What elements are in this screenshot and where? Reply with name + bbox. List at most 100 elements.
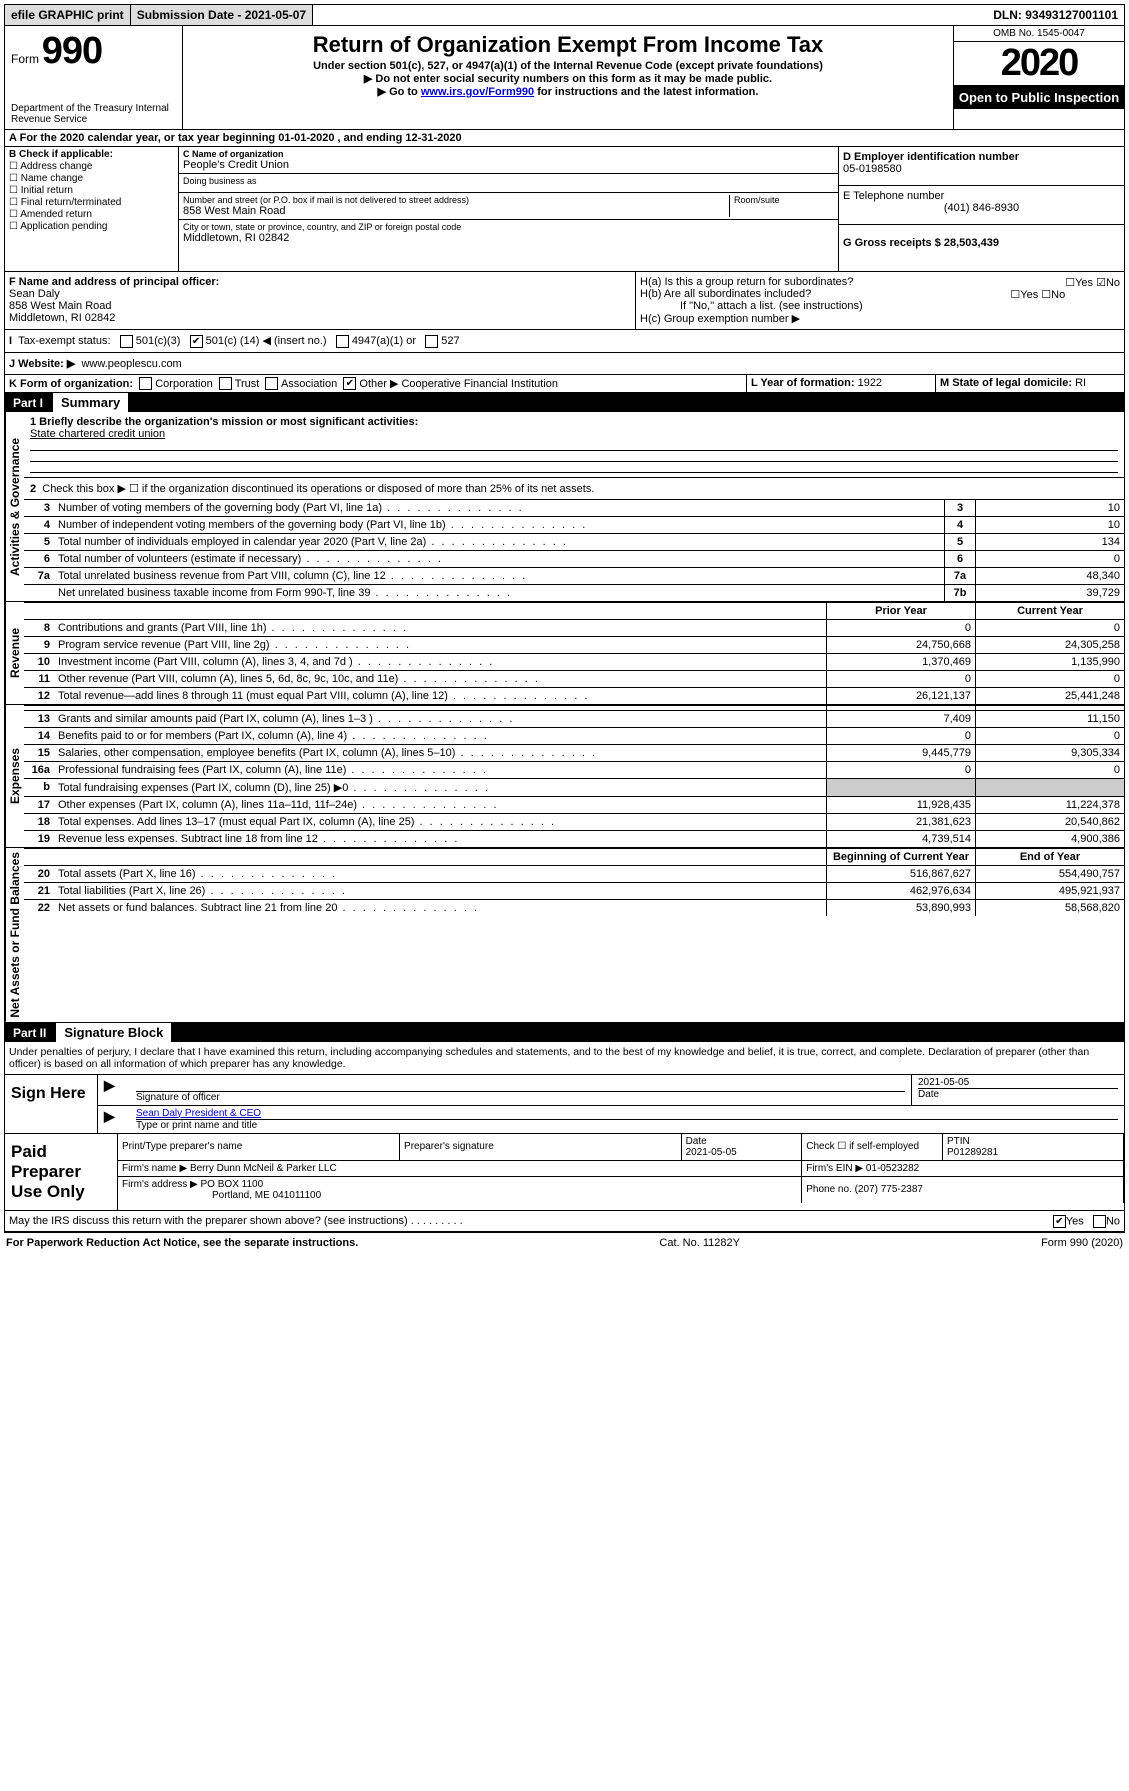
ptin-value: P01289281 [947,1147,998,1158]
check-name-change[interactable]: ☐ Name change [9,173,174,184]
part-2-header: Part IISignature Block [4,1023,1125,1042]
block-b: B Check if applicable: ☐ Address change … [5,147,179,271]
form-number: 990 [42,30,102,72]
line-a: A For the 2020 calendar year, or tax yea… [4,130,1125,147]
header-left: Form 990 Department of the Treasury Inte… [5,26,183,129]
table-row: 18Total expenses. Add lines 13–17 (must … [24,814,1124,831]
table-row: 10Investment income (Part VIII, column (… [24,654,1124,671]
penalties-text: Under penalties of perjury, I declare th… [4,1042,1125,1075]
state-domicile: RI [1075,377,1086,389]
table-row: 20Total assets (Part X, line 16)516,867,… [24,866,1124,883]
table-row: 9Program service revenue (Part VIII, lin… [24,637,1124,654]
check-527[interactable] [425,335,438,348]
netassets-side-label: Net Assets or Fund Balances [5,848,24,1022]
line-klm: K Form of organization: Corporation Trus… [4,375,1125,394]
header-right: OMB No. 1545-0047 2020 Open to Public In… [953,26,1124,129]
table-row: 16aProfessional fundraising fees (Part I… [24,762,1124,779]
expenses-section: Expenses 13Grants and similar amounts pa… [4,705,1125,848]
dln-label: DLN: 93493127001101 [987,5,1124,25]
section-b-c-d: B Check if applicable: ☐ Address change … [4,147,1125,272]
officer-name: Sean Daly [9,288,631,300]
table-row: 8Contributions and grants (Part VIII, li… [24,620,1124,637]
subtitle-1: Under section 501(c), 527, or 4947(a)(1)… [189,60,947,72]
irs-link[interactable]: www.irs.gov/Form990 [421,86,534,98]
paid-preparer-label: Paid Preparer Use Only [5,1134,118,1210]
table-row: 22Net assets or fund balances. Subtract … [24,900,1124,917]
line-j: J Website: ▶ www.peoplescu.com [4,353,1125,375]
table-row: 4Number of independent voting members of… [24,517,1124,534]
paid-preparer-block: Paid Preparer Use Only Print/Type prepar… [4,1134,1125,1211]
table-row: 14Benefits paid to or for members (Part … [24,728,1124,745]
table-row: 5Total number of individuals employed in… [24,534,1124,551]
table-row: 13Grants and similar amounts paid (Part … [24,711,1124,728]
expenses-side-label: Expenses [5,705,24,847]
check-501c[interactable]: ✔ [190,335,203,348]
self-employed-check[interactable]: Check ☐ if self-employed [802,1134,943,1161]
table-row: 3Number of voting members of the governi… [24,500,1124,517]
top-bar: efile GRAPHIC print Submission Date - 20… [4,4,1125,26]
check-trust[interactable] [219,377,232,390]
table-row: 15Salaries, other compensation, employee… [24,745,1124,762]
table-row: 12Total revenue—add lines 8 through 11 (… [24,688,1124,705]
discuss-yes-check[interactable]: ✔ [1053,1215,1066,1228]
gross-receipts: G Gross receipts $ 28,503,439 [843,237,999,249]
form-title: Return of Organization Exempt From Incom… [189,32,947,58]
check-other[interactable]: ✔ [343,377,356,390]
firm-phone: (207) 775-2387 [855,1184,923,1195]
tax-year: 2020 [954,42,1124,86]
org-name: People's Credit Union [183,159,834,171]
open-to-public: Open to Public Inspection [954,86,1124,109]
table-row: 19Revenue less expenses. Subtract line 1… [24,831,1124,848]
check-corp[interactable] [139,377,152,390]
check-assoc[interactable] [265,377,278,390]
ein-value: 05-0198580 [843,163,1120,175]
table-row: 6Total number of volunteers (estimate if… [24,551,1124,568]
sign-here-block: Sign Here ▶ Signature of officer 2021-05… [4,1075,1125,1134]
table-row: 17Other expenses (Part IX, column (A), l… [24,797,1124,814]
mission-text: State chartered credit union [30,428,165,440]
firm-addr: PO BOX 1100 [201,1179,264,1190]
sign-here-label: Sign Here [5,1075,98,1133]
revenue-section: Revenue Prior YearCurrent Year8Contribut… [4,602,1125,705]
table-row: bTotal fundraising expenses (Part IX, co… [24,779,1124,797]
part-1-header: Part ISummary [4,393,1125,412]
subtitle-2: ▶ Do not enter social security numbers o… [189,72,947,85]
street-address: 858 West Main Road [183,205,729,217]
tax-exempt-row: I Tax-exempt status: 501(c)(3) ✔ 501(c) … [4,330,1125,353]
firm-name: Berry Dunn McNeil & Parker LLC [190,1163,337,1174]
subtitle-3: ▶ Go to www.irs.gov/Form990 for instruct… [189,85,947,98]
discuss-no-check[interactable] [1093,1215,1106,1228]
block-f: F Name and address of principal officer:… [5,272,636,329]
check-final-return[interactable]: ☐ Final return/terminated [9,197,174,208]
arrow-icon: ▶ [104,1077,115,1093]
table-row: 21Total liabilities (Part X, line 26)462… [24,883,1124,900]
page-footer: For Paperwork Reduction Act Notice, see … [4,1232,1125,1253]
block-h: H(a) Is this a group return for subordin… [636,272,1124,329]
year-formed: 1922 [858,377,882,389]
phone-value: (401) 846-8930 [843,202,1120,214]
dept-label: Department of the Treasury Internal Reve… [11,103,176,125]
table-row: 7aTotal unrelated business revenue from … [24,568,1124,585]
submission-date-button[interactable]: Submission Date - 2021-05-07 [131,5,313,25]
arrow-icon: ▶ [104,1108,115,1124]
check-initial-return[interactable]: ☐ Initial return [9,185,174,196]
check-address-change[interactable]: ☐ Address change [9,161,174,172]
check-app-pending[interactable]: ☐ Application pending [9,221,174,232]
officer-name-link[interactable]: Sean Daly President & CEO [136,1108,261,1119]
table-row: 11Other revenue (Part VIII, column (A), … [24,671,1124,688]
section-f-h: F Name and address of principal officer:… [4,272,1125,330]
block-d-e-g: D Employer identification number 05-0198… [838,147,1124,271]
website-value: www.peoplescu.com [81,358,181,370]
check-501c3[interactable] [120,335,133,348]
sign-date: 2021-05-05 [918,1077,1118,1088]
check-amended[interactable]: ☐ Amended return [9,209,174,220]
netassets-section: Net Assets or Fund Balances Beginning of… [4,848,1125,1023]
discuss-row: May the IRS discuss this return with the… [4,1211,1125,1232]
form-header: Form 990 Department of the Treasury Inte… [4,26,1125,130]
governance-side-label: Activities & Governance [5,412,24,601]
form-word: Form [11,52,39,66]
firm-ein: 01-0523282 [866,1163,919,1174]
check-4947[interactable] [336,335,349,348]
efile-button[interactable]: efile GRAPHIC print [5,5,131,25]
revenue-side-label: Revenue [5,602,24,704]
